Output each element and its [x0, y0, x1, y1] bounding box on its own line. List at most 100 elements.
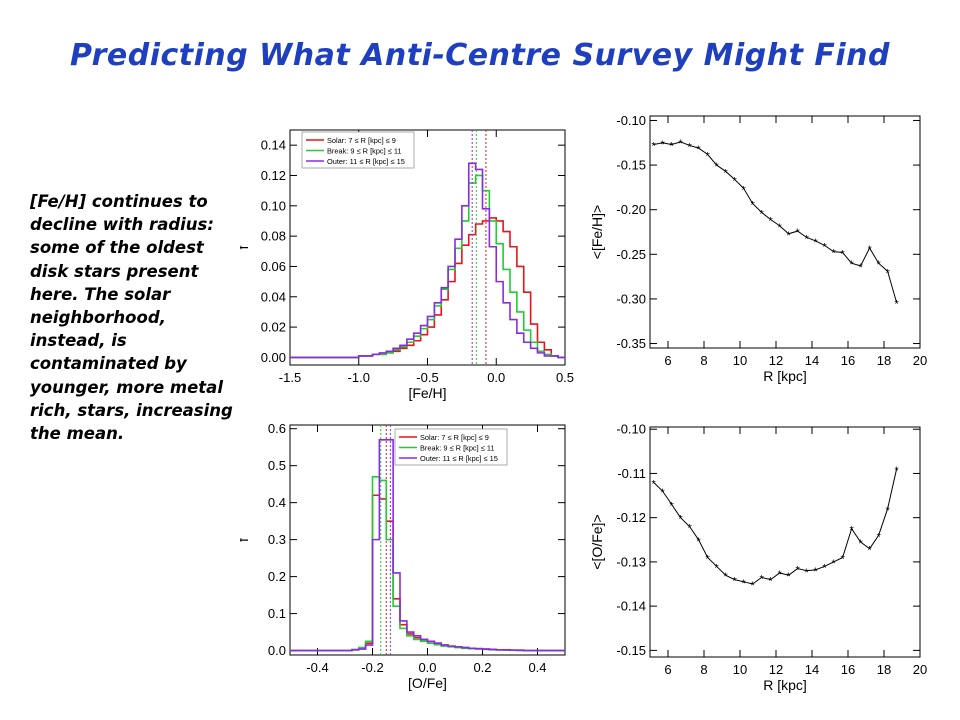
y-tick-label: -0.13 [616, 554, 646, 569]
data-point: * [687, 523, 692, 535]
y-tick-label: 0.10 [261, 198, 286, 213]
data-point: * [858, 262, 863, 274]
y-tick-label: 0.06 [261, 259, 286, 274]
data-point: * [813, 237, 818, 249]
y-tick-label: -0.35 [616, 336, 646, 351]
data-point: * [786, 571, 791, 583]
data-point: * [849, 259, 854, 271]
data-point: * [714, 161, 719, 173]
side-text: [Fe/H] continues to decline with radius:… [30, 192, 233, 444]
y-tick-label: 0.14 [261, 138, 286, 153]
data-point: * [777, 222, 782, 234]
x-tick-label: 10 [733, 353, 747, 368]
x-tick-label: 6 [664, 662, 671, 677]
x-tick-label: -0.2 [361, 660, 383, 675]
x-tick-label: 0.2 [473, 660, 491, 675]
data-point: * [696, 144, 701, 156]
data-point: * [777, 569, 782, 581]
legend-label: Outer: 11 ≤ R [kpc] ≤ 15 [327, 157, 405, 166]
legend-label: Break: 9 ≤ R [kpc] ≤ 11 [327, 147, 402, 156]
data-point: * [696, 536, 701, 548]
y-tick-label: -0.20 [616, 202, 646, 217]
feh-histogram-chart: -1.5 -1.0 -0.5 0.0 0.5 0.00 0.02 0.04 0.06 0.08 0.… [240, 129, 574, 401]
data-point: * [678, 514, 683, 526]
x-axis-label: R [kpc] [763, 368, 807, 384]
x-axis-label: [O/Fe] [408, 675, 447, 691]
x-tick-label: 8 [700, 353, 707, 368]
y-tick-label: 0.4 [268, 495, 286, 510]
data-point: * [867, 244, 872, 256]
data-line [653, 468, 898, 585]
data-point: * [894, 298, 899, 310]
ofe-histogram-chart: -0.4 -0.2 0.0 0.2 0.4 0.0 0.1 0.2 0.3 0.4 0.5 0.6 [O… [240, 421, 566, 691]
data-point: * [795, 227, 800, 239]
y-axis-label: <[Fe/H]> [590, 205, 605, 259]
data-point: * [804, 233, 809, 245]
data-point: * [822, 562, 827, 574]
data-point: * [732, 576, 737, 588]
data-point: * [759, 573, 764, 585]
data-point: * [723, 167, 728, 179]
y-tick-label: -0.11 [617, 466, 646, 481]
data-line [653, 141, 898, 303]
y-tick-label: -0.12 [616, 510, 646, 525]
y-axis-label: <[O/Fe]> [590, 514, 605, 569]
y-tick-label: -0.14 [616, 599, 646, 614]
data-point: * [876, 259, 881, 271]
x-axis-label: R [kpc] [763, 677, 807, 693]
data-point: * [687, 141, 692, 153]
x-tick-label: 0.0 [418, 660, 436, 675]
data-point: * [885, 267, 890, 279]
x-tick-label: -0.5 [416, 370, 438, 385]
data-point: * [768, 576, 773, 588]
histogram-series-1 [290, 494, 565, 652]
y-tick-label: 0.02 [261, 320, 286, 335]
ofe-radius-chart: 6 8 10 12 14 16 18 20 -0.15 -0.14 -0.13 -0.12 -0.11 -… [590, 422, 927, 693]
plot-frame [649, 426, 921, 658]
legend-label: Outer: 11 ≤ R [kpc] ≤ 15 [420, 454, 498, 463]
x-tick-label: 20 [913, 353, 927, 368]
legend-label: Solar: 7 ≤ R [kpc] ≤ 9 [420, 433, 489, 442]
data-point: * [840, 249, 845, 261]
y-tick-label: 0.04 [261, 289, 286, 304]
x-tick-label: 12 [769, 353, 783, 368]
x-tick-label: 14 [805, 662, 819, 677]
y-tick-label: 0.0 [268, 643, 286, 658]
x-tick-label: 0.0 [487, 370, 505, 385]
data-point: * [831, 558, 836, 570]
data-point: * [669, 141, 674, 153]
x-tick-label: 8 [700, 662, 707, 677]
feh-radius-chart: 6 8 10 12 14 16 18 20 -0.35 -0.30 -0.25 -0.20 -0.15 -… [590, 113, 927, 384]
histogram-series-3 [290, 162, 565, 359]
x-tick-label: 18 [877, 662, 891, 677]
data-point: * [768, 216, 773, 228]
data-point: * [759, 208, 764, 220]
data-point: * [894, 465, 899, 477]
data-point: * [750, 199, 755, 211]
y-tick-label: 0.6 [268, 421, 286, 436]
y-tick-label: 0.3 [268, 532, 286, 547]
y-tick-label: -0.15 [616, 158, 646, 173]
data-point: * [876, 531, 881, 543]
x-tick-label: 18 [877, 353, 891, 368]
x-tick-label: 10 [733, 662, 747, 677]
y-tick-label: -0.10 [616, 113, 646, 128]
data-point: * [732, 175, 737, 187]
data-point: * [858, 538, 863, 550]
data-point: * [786, 230, 791, 242]
data-point: * [678, 138, 683, 150]
y-tick-label: -0.30 [616, 291, 646, 306]
data-point: * [831, 248, 836, 260]
histogram-series-2 [290, 475, 565, 652]
y-tick-label: -0.25 [616, 247, 646, 262]
data-point: * [867, 545, 872, 557]
histogram-series-3 [290, 438, 565, 652]
y-tick-label: -0.10 [616, 422, 646, 437]
x-tick-label: 12 [769, 662, 783, 677]
x-tick-label: 0.4 [528, 660, 546, 675]
data-point: * [705, 553, 710, 565]
data-point: * [705, 150, 710, 162]
y-tick-label: 0.2 [268, 569, 286, 584]
data-point: * [813, 566, 818, 578]
legend-label: Solar: 7 ≤ R [kpc] ≤ 9 [327, 136, 396, 145]
